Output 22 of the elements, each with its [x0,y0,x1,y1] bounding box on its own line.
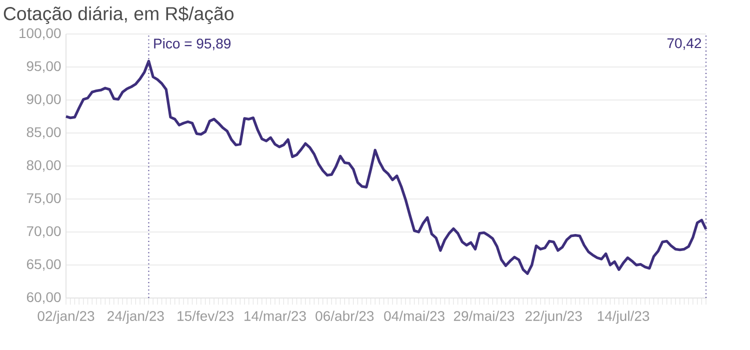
x-tick-label: 24/jan/23 [108,310,164,324]
x-tick-label: 15/fev/23 [178,310,234,321]
y-tick-label: 80,00 [26,160,61,172]
x-tick-label: 29/mai/23 [454,310,514,321]
line-series [64,60,708,275]
y-tick-label: 65,00 [26,259,61,271]
x-tick-label: 06/abr/23 [316,310,374,321]
y-tick-label: 60,00 [26,292,61,304]
x-tick-label: 22/jun/23 [526,310,582,324]
annotation: Pico = 95,89 [154,38,231,50]
annotation: 70,42 [667,38,702,50]
x-tick-label: 14/jul/23 [598,310,650,324]
x-tick-label: 02/jan/23 [38,310,94,324]
y-tick-label: 85,00 [26,127,61,139]
x-tick-label: 14/mar/23 [244,310,306,321]
y-tick-label: 90,00 [26,94,61,106]
y-tick-label: 75,00 [26,193,61,205]
chart-title: Cotação diária, em R$/ação [4,6,234,24]
y-tick-label: 100,00 [20,28,61,40]
y-tick-label: 95,00 [26,61,61,73]
y-tick-label: 70,00 [26,226,61,238]
x-tick-label: 04/mai/23 [384,310,444,321]
